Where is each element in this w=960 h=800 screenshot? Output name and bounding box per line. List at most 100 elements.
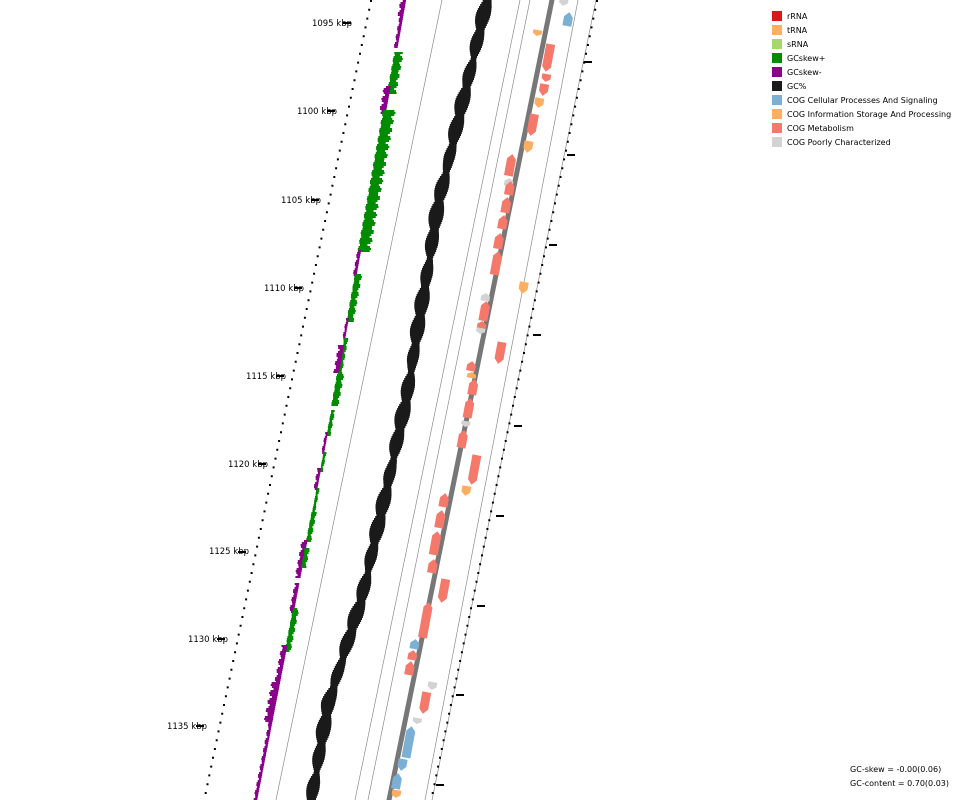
feature-arrow xyxy=(518,281,529,294)
scale-label: 1135 kbp xyxy=(167,722,207,732)
feature-arrow xyxy=(466,361,477,372)
feature-arrow xyxy=(500,197,512,214)
feature-arrow xyxy=(494,341,507,364)
scale-label: 1095 kbp xyxy=(312,19,352,29)
gc-skew-negative-region xyxy=(380,86,391,114)
gc-skew-negative-region xyxy=(353,250,361,276)
gc-skew-negative-region xyxy=(314,468,322,490)
feature-arrow xyxy=(467,379,479,396)
gc-skew-positive-region xyxy=(326,410,335,436)
guide-line xyxy=(275,0,443,800)
legend-swatch xyxy=(772,39,782,49)
legend-item-cog-metabolism: COG Metabolism xyxy=(772,121,951,135)
legend-item-gcskew-plus: GCskew+ xyxy=(772,51,951,65)
scale-tick-outer xyxy=(436,784,444,786)
legend: rRNA tRNA sRNA GCskew+ GCskew- GC% COG C… xyxy=(772,9,951,149)
legend-swatch xyxy=(772,123,782,133)
feature-arrow xyxy=(461,485,472,496)
gc-skew-positive-region xyxy=(285,608,299,652)
track-guide-lines xyxy=(275,0,597,800)
guide-line xyxy=(424,0,579,800)
scale-label: 1120 kbp xyxy=(228,460,268,470)
guide-line xyxy=(354,0,521,800)
scale-label: 1100 kbp xyxy=(297,107,337,117)
legend-label: rRNA xyxy=(787,11,808,21)
scale-dots xyxy=(204,0,372,794)
gc-content-track xyxy=(306,0,492,800)
feature-arrow xyxy=(541,73,552,82)
feature-arrow xyxy=(462,398,475,419)
legend-swatch xyxy=(772,95,782,105)
scale-label: 1110 kbp xyxy=(264,284,304,294)
feature-arrow xyxy=(534,97,545,108)
feature-arrow xyxy=(404,661,415,676)
scale-tick-outer xyxy=(567,154,575,156)
feature-arrow xyxy=(437,578,451,603)
gc-skew-positive-region xyxy=(306,512,317,542)
legend-swatch xyxy=(772,67,782,77)
gc-skew-negative-region xyxy=(333,345,344,373)
scale-label: 1125 kbp xyxy=(209,547,249,557)
scale-tick xyxy=(196,725,204,727)
scale-tick-outer xyxy=(584,61,592,63)
feature-arrow xyxy=(476,327,486,334)
guide-line xyxy=(367,0,531,800)
feature-arrow xyxy=(497,215,508,230)
gc-skew-negative-region xyxy=(397,0,406,16)
scale-tick xyxy=(258,463,266,465)
gc-skew-positive-region xyxy=(346,274,362,322)
scale-tick xyxy=(343,22,351,24)
gc-skew-track xyxy=(253,0,406,800)
feature-arrow xyxy=(526,113,539,136)
legend-label: COG Poorly Characterized xyxy=(787,137,891,147)
feature-arrow xyxy=(401,726,416,759)
feature-arrow xyxy=(409,639,420,650)
scale-tick xyxy=(276,375,284,377)
gc-skew-stat: GC-skew = -0.00(0.06) xyxy=(850,765,942,774)
gc-skew-positive-region xyxy=(357,110,396,252)
feature-arrow xyxy=(480,293,491,302)
scale-tick-outer xyxy=(514,425,522,427)
feature-track xyxy=(391,0,573,798)
scale-tick-outer xyxy=(496,515,504,517)
legend-label: tRNA xyxy=(787,25,808,35)
gc-content-profile xyxy=(306,0,492,800)
feature-arrow xyxy=(438,493,449,508)
legend-label: COG Metabolism xyxy=(787,123,854,133)
stats-panel: GC-skew = -0.00(0.06) GC-content = 0.70(… xyxy=(850,763,949,791)
feature-arrow xyxy=(391,773,402,790)
legend-swatch xyxy=(772,109,782,119)
gc-skew-negative-region xyxy=(274,645,288,683)
scale-tick-outer xyxy=(477,605,485,607)
feature-arrow xyxy=(523,140,534,153)
feature-arrow xyxy=(559,0,569,6)
feature-arrow xyxy=(489,251,503,276)
legend-item-rrna: rRNA xyxy=(772,9,951,23)
gc-skew-positive-region xyxy=(301,548,310,568)
legend-label: sRNA xyxy=(787,39,809,49)
feature-arrow xyxy=(397,758,408,771)
feature-arrow xyxy=(542,43,556,72)
gc-skew-negative-region xyxy=(295,540,308,578)
gc-skew-negative-region xyxy=(321,432,328,454)
scale-label: 1115 kbp xyxy=(246,372,286,382)
scale-tick xyxy=(238,551,246,553)
legend-label: GCskew- xyxy=(787,67,822,77)
gc-skew-positive-region xyxy=(386,52,403,94)
feature-arrow xyxy=(532,29,543,36)
feature-arrow xyxy=(503,154,516,177)
feature-arrow xyxy=(412,717,423,724)
feature-arrow xyxy=(476,321,487,330)
legend-item-gcskew-minus: GCskew- xyxy=(772,65,951,79)
scale-label: 1105 kbp xyxy=(281,196,321,206)
legend-swatch xyxy=(772,11,782,21)
feature-arrow xyxy=(434,510,446,529)
legend-swatch xyxy=(772,53,782,63)
feature-arrow xyxy=(493,233,504,250)
scale-tick-outer xyxy=(456,694,464,696)
feature-arrow xyxy=(418,602,433,639)
legend-label: COG Cellular Processes And Signaling xyxy=(787,95,938,105)
legend-item-srna: sRNA xyxy=(772,37,951,51)
feature-arrow xyxy=(504,181,515,196)
